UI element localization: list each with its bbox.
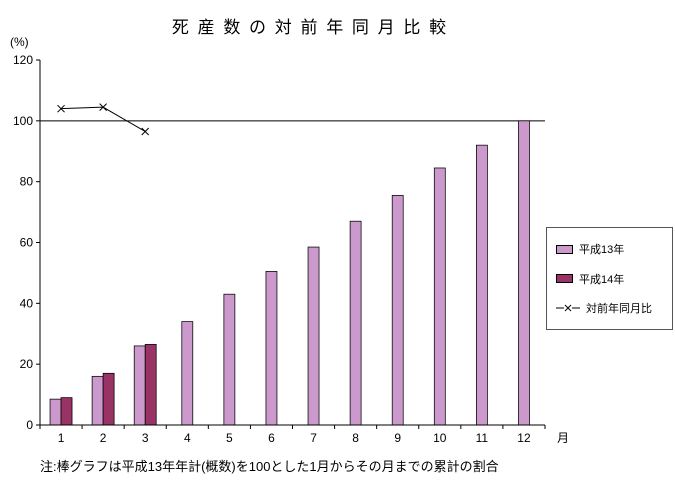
heisei13-swatch-icon: [556, 244, 573, 254]
bar-heisei13: [49, 398, 62, 426]
bar-heisei13: [476, 144, 488, 426]
x-tick-label: 4: [184, 431, 191, 445]
bar-heisei13: [265, 271, 278, 426]
bar-heisei14: [144, 344, 157, 426]
legend-label-heisei14: 平成14年: [579, 273, 625, 286]
bar-heisei14: [102, 372, 115, 426]
ratio-line: [61, 106, 146, 132]
x-tick-label: 5: [226, 431, 233, 445]
heisei14-swatch-icon: [556, 274, 573, 283]
x-tick-label: 2: [100, 431, 107, 445]
y-tick-label: 60: [20, 236, 34, 250]
legend-item-ratio: 対前年同月比: [556, 300, 672, 316]
y-tick-label: 40: [20, 296, 34, 310]
y-tick-label: 120: [13, 53, 33, 67]
x-tick-label: 6: [268, 431, 275, 445]
footnote: 注:棒グラフは平成13年年計(概数)を100とした1月からその月までの累計の割合: [40, 459, 499, 474]
x-axis-unit-label: 月: [557, 431, 569, 445]
legend-item-heisei13: 平成13年: [556, 241, 672, 257]
y-axis-unit-label: (%): [10, 35, 29, 49]
bar-heisei13: [223, 293, 236, 426]
bar-heisei13: [91, 375, 104, 426]
y-tick-label: 100: [13, 114, 33, 128]
x-tick-label: 10: [433, 431, 447, 445]
x-marker-icon: [57, 104, 65, 113]
bar-heisei13: [133, 345, 146, 426]
y-tick-label: 20: [20, 357, 34, 371]
bar-heisei13: [391, 194, 404, 426]
y-tick-label: 0: [26, 418, 33, 432]
ratio-line-marker-icon: [556, 304, 580, 312]
chart-title: 死 産 数 の 対 前 年 同 月 比 較: [171, 18, 449, 37]
x-tick-label: 7: [310, 431, 317, 445]
x-tick-label: 9: [394, 431, 401, 445]
legend-label-heisei13: 平成13年: [579, 244, 625, 257]
x-tick-label: 3: [142, 431, 149, 445]
legend: 平成13年 平成14年 対前年同月比: [546, 227, 673, 330]
y-tick-label: 80: [20, 175, 34, 189]
x-tick-label: 11: [476, 431, 489, 445]
bar-heisei14: [60, 397, 73, 426]
legend-item-heisei14: 平成14年: [556, 271, 672, 287]
bar-heisei13: [518, 120, 530, 426]
bar-heisei13: [181, 321, 194, 426]
bar-heisei13: [349, 220, 362, 426]
x-marker-icon: [141, 127, 150, 136]
x-tick-label: 1: [58, 431, 65, 445]
x-tick-label: 12: [517, 431, 531, 445]
bar-heisei13: [307, 246, 320, 426]
legend-label-ratio: 対前年同月比: [586, 302, 652, 315]
bar-heisei13: [433, 167, 446, 426]
x-tick-label: 8: [352, 431, 359, 445]
x-marker-icon: [99, 103, 107, 111]
